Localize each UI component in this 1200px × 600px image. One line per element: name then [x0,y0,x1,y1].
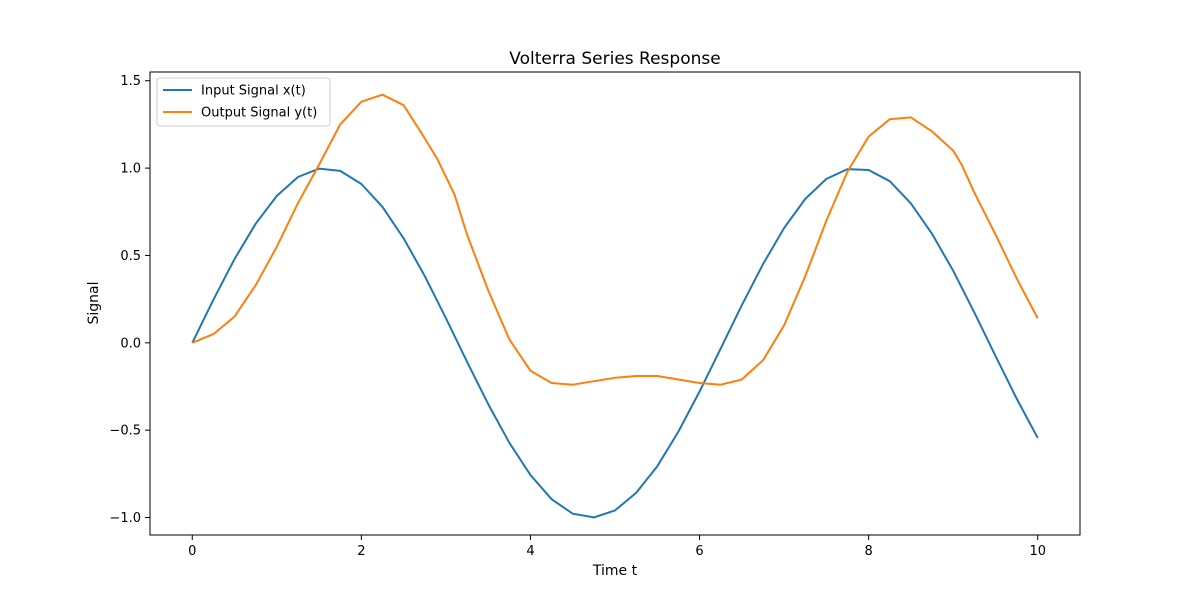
y-tick-label: −1.0 [109,511,141,526]
x-axis: 0 2 4 6 8 10 [188,535,1046,559]
x-tick-label: 10 [1029,544,1046,559]
legend-box [156,77,331,127]
y-axis: −1.0 −0.5 0.0 0.5 1.0 1.5 [109,74,150,526]
x-tick-label: 8 [864,544,872,559]
series-line-1 [191,167,1039,519]
y-tick-label: 1.5 [120,74,141,89]
series-layer [191,93,1039,519]
series-line-2 [191,93,1039,386]
plot-area [150,72,1080,535]
x-tick-label: 6 [695,544,703,559]
y-tick-label: −0.5 [109,424,141,439]
legend-label-2: Output Signal y(t) [201,106,317,121]
y-axis-title: Signal [86,281,102,324]
x-axis-title: Time t [592,563,638,579]
x-tick-label: 2 [357,544,365,559]
plot-frame [149,71,1081,536]
x-tick-label: 4 [526,544,534,559]
legend-label-1: Input Signal x(t) [201,84,306,99]
chart-title: Volterra Series Response [509,49,720,69]
y-tick-label: 1.0 [120,162,141,177]
x-tick-label: 0 [188,544,196,559]
y-tick-label: 0.5 [120,249,141,264]
legend: Input Signal x(t) Output Signal y(t) [156,77,331,127]
y-tick-label: 0.0 [120,336,141,351]
